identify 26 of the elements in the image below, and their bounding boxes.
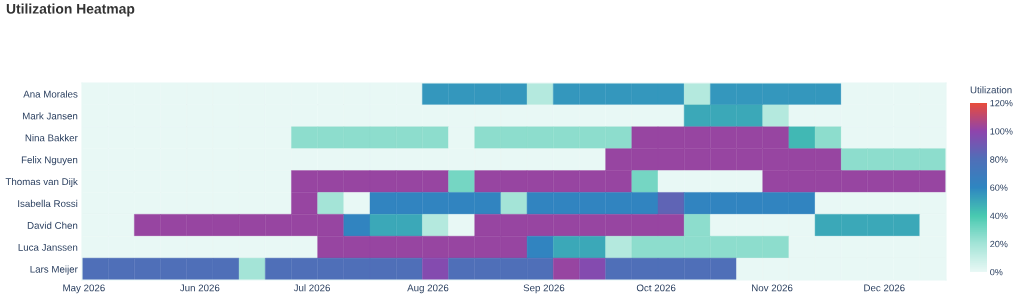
- color-bar-label: 0%: [990, 268, 1003, 276]
- color-bar-title: Utilization: [970, 86, 1012, 94]
- y-tick-label: Mark Jansen: [22, 112, 78, 120]
- x-tick-label: Nov 2026: [752, 284, 793, 292]
- y-tick-label: Nina Bakker: [25, 134, 78, 142]
- x-tick-label: Jun 2026: [179, 284, 220, 292]
- y-tick-label: David Chen: [27, 221, 78, 229]
- x-tick-label: Sep 2026: [523, 284, 565, 294]
- x-tick-label: Jul 2026: [293, 284, 330, 292]
- y-tick-label: Ana Morales: [23, 90, 78, 98]
- color-bar-label: 80%: [990, 156, 1008, 163]
- chart-title: Utilization Heatmap: [6, 3, 135, 17]
- y-tick-label: Isabella Rossi: [18, 199, 78, 208]
- color-bar-label: 120%: [990, 99, 1013, 107]
- color-bar-label: 20%: [990, 240, 1008, 248]
- y-tick-label: Thomas van Dijk: [5, 177, 78, 188]
- x-tick-label: Oct 2026: [636, 284, 676, 292]
- y-tick-label: Luca Janssen: [18, 244, 78, 251]
- color-bar-label: 60%: [990, 184, 1008, 191]
- y-tick-label: Lars Meijer: [30, 265, 78, 275]
- y-tick-label: Felix Nguyen: [21, 156, 78, 166]
- x-tick-label: Dec 2026: [864, 284, 905, 292]
- color-bar-label: 100%: [990, 128, 1013, 135]
- color-bar-label: 40%: [989, 212, 1008, 220]
- x-tick-label: May 2026: [63, 284, 105, 294]
- x-tick-label: Aug 2026: [407, 284, 449, 294]
